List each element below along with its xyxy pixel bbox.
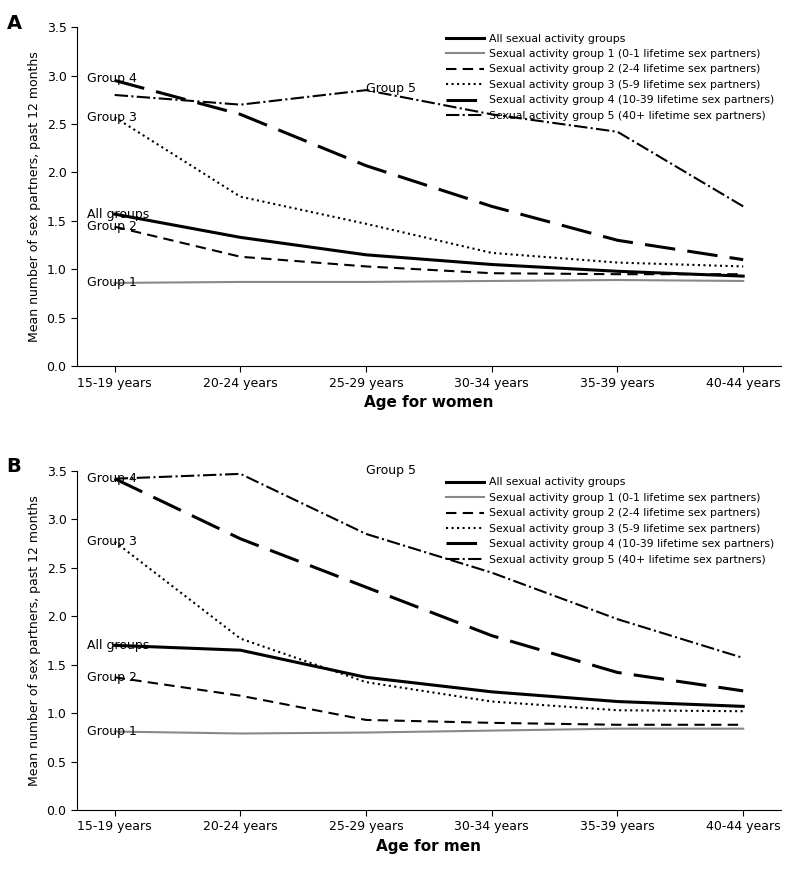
Text: Group 2: Group 2 <box>87 671 137 684</box>
Text: Group 3: Group 3 <box>87 535 137 548</box>
Y-axis label: Mean number of sex partners, past 12 months: Mean number of sex partners, past 12 mon… <box>28 495 41 786</box>
Text: All groups: All groups <box>87 208 150 221</box>
Y-axis label: Mean number of sex partners, past 12 months: Mean number of sex partners, past 12 mon… <box>28 51 41 342</box>
X-axis label: Age for men: Age for men <box>377 839 482 854</box>
Text: Group 4: Group 4 <box>87 72 137 85</box>
Text: Group 5: Group 5 <box>366 82 416 95</box>
Text: A: A <box>6 14 22 33</box>
Text: Group 4: Group 4 <box>87 472 137 485</box>
Text: Group 5: Group 5 <box>366 464 416 477</box>
Text: Group 1: Group 1 <box>87 276 137 289</box>
Text: B: B <box>6 457 22 476</box>
Text: All groups: All groups <box>87 639 150 652</box>
Text: Group 1: Group 1 <box>87 725 137 738</box>
Text: Group 2: Group 2 <box>87 220 137 233</box>
Legend: All sexual activity groups, Sexual activity group 1 (0-1 lifetime sex partners),: All sexual activity groups, Sexual activ… <box>442 473 778 569</box>
Text: Group 3: Group 3 <box>87 110 137 123</box>
Legend: All sexual activity groups, Sexual activity group 1 (0-1 lifetime sex partners),: All sexual activity groups, Sexual activ… <box>442 30 778 125</box>
X-axis label: Age for women: Age for women <box>364 395 494 410</box>
